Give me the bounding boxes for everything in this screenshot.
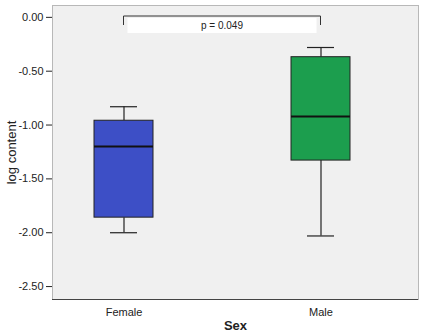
svg-text:-2.50: -2.50 (18, 280, 43, 292)
svg-text:-1.00: -1.00 (18, 119, 43, 131)
svg-text:Male: Male (309, 306, 333, 318)
svg-text:Female: Female (106, 306, 143, 318)
svg-text:-1.50: -1.50 (18, 172, 43, 184)
svg-text:log content: log content (4, 120, 19, 184)
svg-text:-2.00: -2.00 (18, 226, 43, 238)
svg-text:0.00: 0.00 (22, 11, 43, 23)
svg-text:p = 0.049: p = 0.049 (201, 20, 243, 31)
svg-text:-0.50: -0.50 (18, 65, 43, 77)
svg-text:Sex: Sex (224, 318, 248, 331)
